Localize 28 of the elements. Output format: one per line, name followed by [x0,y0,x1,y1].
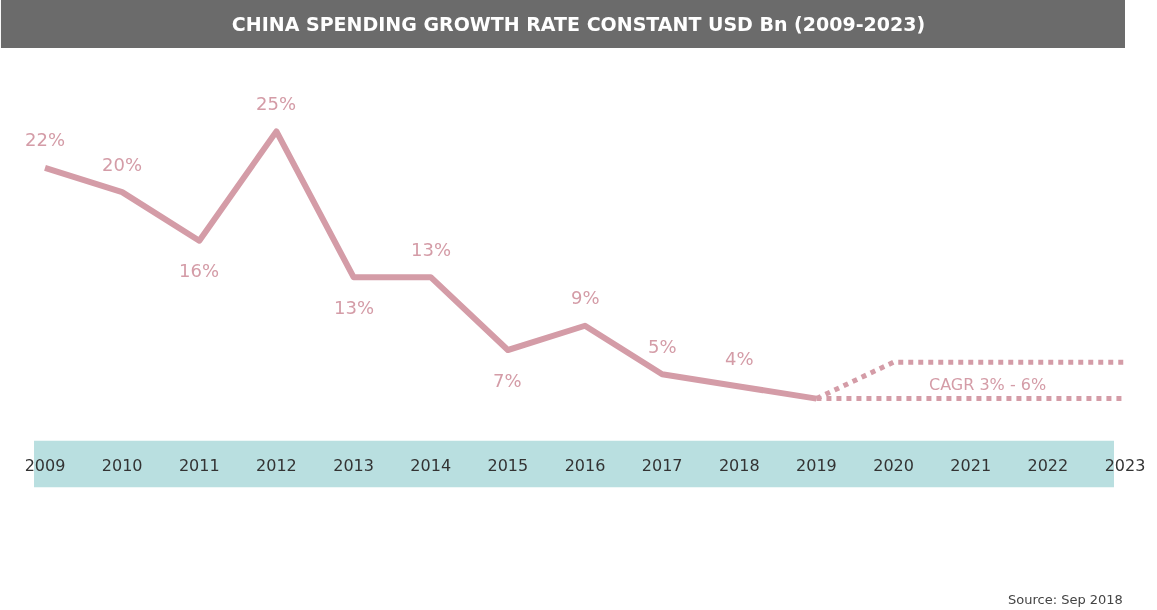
data-label: 4% [725,348,754,369]
data-label: 5% [648,336,677,357]
x-tick-label: 2018 [718,456,760,475]
x-tick-label: 2013 [333,456,374,475]
x-tick-label: 2014 [410,456,452,475]
data-label: 25% [256,93,297,114]
x-tick-label: 2012 [256,456,297,475]
data-label: 22% [25,129,66,150]
data-label: 13% [411,239,452,260]
x-tick-label: 2019 [796,456,837,475]
x-tick-label: 2023 [1104,456,1146,475]
x-tick-label: 2015 [487,456,529,475]
x-tick-label: 2020 [873,456,914,475]
data-label: 7% [493,370,522,391]
annotation: CAGR 3% - 6% [929,375,1047,394]
data-label: 20% [102,154,143,175]
x-tick-label: 2022 [1027,456,1069,475]
chart-title: CHINA SPENDING GROWTH RATE CONSTANT USD Bn (2009-2023) [231,12,926,35]
data-label: 16% [179,260,220,281]
x-tick-label: 2016 [564,456,606,475]
x-tick-label: 2010 [101,456,143,475]
x-tick-label: 2009 [24,456,66,475]
source-note: Source: Sep 2018 [1008,592,1123,607]
x-tick-label: 2011 [178,456,220,475]
x-tick-label: 2017 [641,456,683,475]
x-tick-label: 2021 [950,456,992,475]
data-label: 9% [571,287,600,308]
data-label: 13% [334,297,375,318]
